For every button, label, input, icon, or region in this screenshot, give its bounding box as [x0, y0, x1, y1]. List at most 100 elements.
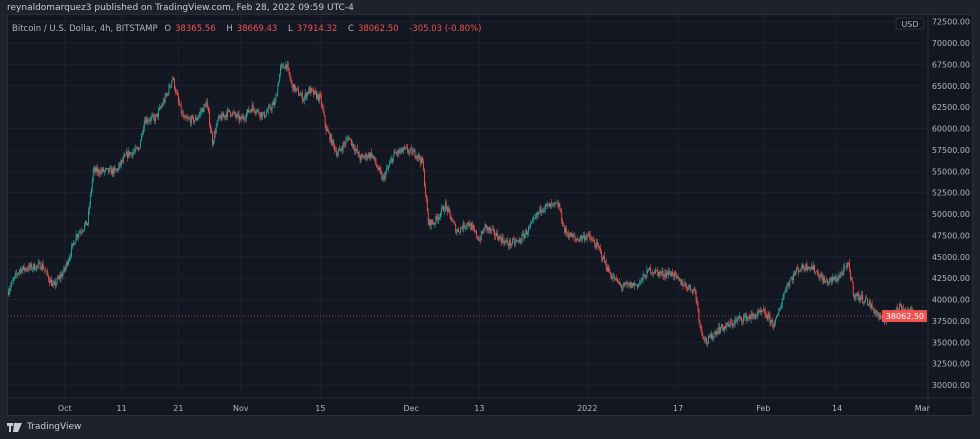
candle-up — [155, 115, 157, 121]
candle-down — [624, 282, 626, 284]
candle-down — [220, 117, 222, 121]
candle-up — [837, 276, 839, 281]
candle-up — [403, 147, 405, 151]
candle-up — [843, 267, 845, 275]
candle-down — [691, 290, 693, 294]
candle-up — [158, 109, 159, 117]
candle-up — [713, 333, 715, 337]
tradingview-brand[interactable]: TradingView — [7, 422, 81, 432]
candle-up — [134, 150, 136, 152]
candle-up — [791, 277, 793, 280]
candle-down — [513, 239, 515, 244]
y-tick-label: 62500.00 — [932, 103, 970, 112]
candle-up — [223, 115, 225, 117]
candle-down — [760, 309, 761, 312]
y-tick-label: 72500.00 — [932, 18, 970, 27]
candle-up — [623, 282, 625, 287]
candle-up — [286, 64, 288, 69]
candle-down — [629, 283, 631, 288]
candle-up — [533, 217, 535, 219]
candle-up — [9, 288, 11, 292]
candle-down — [614, 276, 616, 281]
candle-up — [50, 279, 52, 283]
candle-up — [520, 241, 522, 243]
price-chart[interactable]: 72500.00 70000.00 67500.00 65000.00 62500.00… — [8, 15, 974, 417]
y-tick-label: 30000.00 — [932, 381, 970, 390]
candle-down — [481, 231, 483, 234]
candle-down — [644, 275, 646, 279]
candle-up — [790, 279, 792, 282]
candle-up — [382, 177, 384, 180]
y-tick-label: 37500.00 — [932, 317, 970, 326]
candle-down — [422, 157, 424, 163]
candle-down — [120, 162, 122, 165]
y-tick-label: 50000.00 — [932, 210, 970, 219]
symbol-title: Bitcoin / U.S. Dollar, 4h, BITSTAMP — [12, 24, 158, 34]
candle-up — [216, 120, 218, 127]
candle-up — [17, 274, 18, 275]
candle-down — [564, 225, 565, 233]
candle-down — [822, 277, 824, 283]
candle-down — [550, 203, 552, 205]
candle-up — [15, 273, 17, 277]
candle-up — [337, 151, 339, 156]
candle-up — [133, 151, 135, 153]
candle-down — [424, 186, 426, 195]
candle-down — [44, 269, 46, 271]
candle-down — [241, 116, 243, 120]
candle-up — [268, 105, 270, 108]
candle-down — [210, 125, 212, 131]
candle-down — [745, 314, 747, 321]
candle-up — [260, 112, 262, 117]
candle-up — [402, 150, 404, 153]
candle-down — [42, 263, 44, 270]
candle-down — [103, 168, 105, 172]
candle-up — [831, 276, 833, 282]
candle-down — [259, 113, 261, 117]
candle-up — [626, 283, 628, 285]
candle-up — [683, 285, 685, 287]
candle-down — [318, 94, 319, 101]
candle-down — [247, 109, 249, 113]
candle-up — [368, 153, 370, 158]
candle-up — [409, 148, 411, 151]
candle-up — [484, 224, 486, 231]
candle-down — [898, 309, 900, 310]
candle-down — [766, 316, 768, 320]
candle-down — [54, 281, 56, 286]
candle-up — [399, 150, 401, 153]
candle-up — [785, 290, 787, 292]
candle-down — [175, 88, 176, 93]
candle-down — [599, 246, 601, 249]
candle-up — [263, 112, 265, 114]
candle-up — [755, 315, 757, 319]
candle-up — [661, 270, 663, 274]
candle-up — [582, 236, 583, 240]
candle-down — [670, 273, 672, 276]
candle-up — [172, 77, 174, 82]
candle-down — [494, 229, 495, 236]
candle-up — [105, 168, 106, 171]
candle-up — [512, 239, 513, 244]
chart-panel[interactable]: 72500.00 70000.00 67500.00 65000.00 62500.00… — [7, 14, 974, 417]
candle-down — [232, 112, 234, 113]
candle-down — [34, 263, 35, 270]
candle-down — [432, 222, 434, 225]
candle-up — [386, 168, 388, 173]
candle-down — [609, 272, 611, 274]
candle-up — [847, 262, 848, 268]
candle-down — [636, 284, 638, 287]
candle-up — [118, 165, 120, 171]
candle-down — [620, 285, 622, 289]
candle-up — [33, 263, 35, 269]
candle-up — [65, 266, 67, 270]
candle-down — [741, 317, 742, 322]
candle-down — [331, 135, 333, 145]
candle-up — [514, 241, 516, 244]
candle-down — [359, 157, 361, 161]
candle-up — [412, 151, 414, 155]
candle-down — [799, 270, 801, 271]
candle-down — [371, 152, 372, 157]
candle-up — [354, 149, 356, 152]
candle-up — [397, 150, 399, 155]
